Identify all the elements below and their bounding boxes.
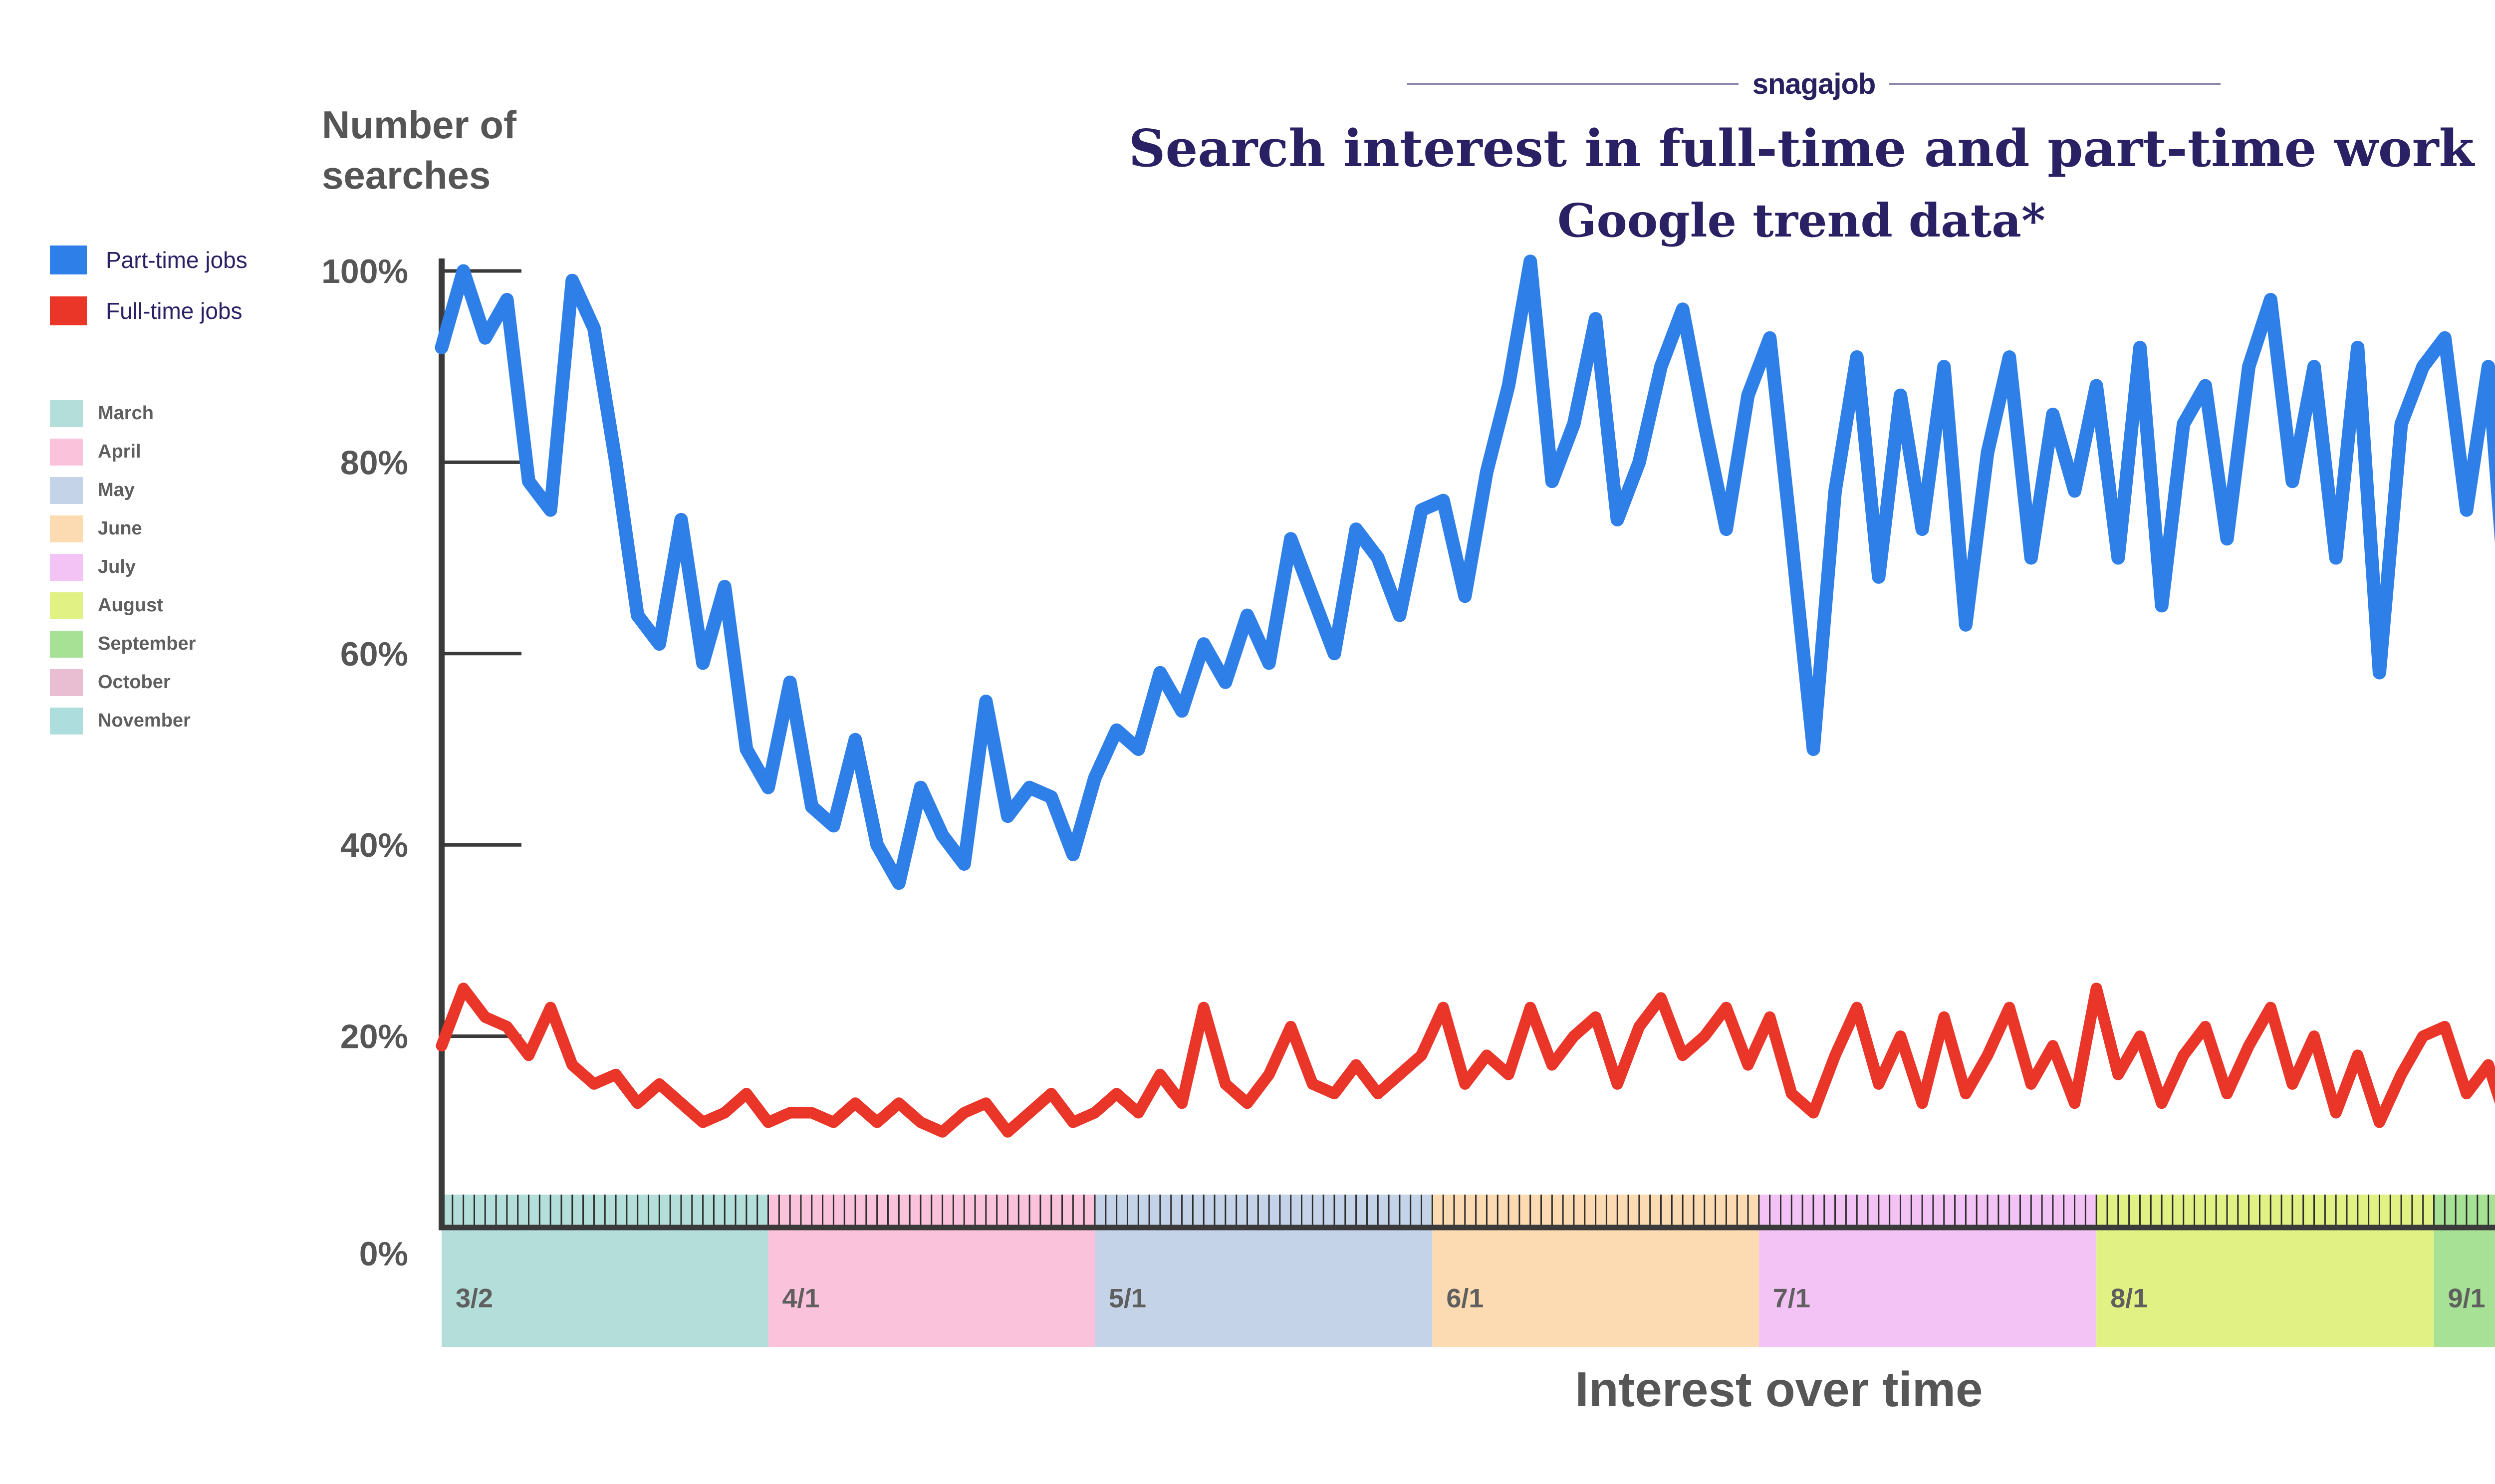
y-tick-label-100: 100% xyxy=(321,252,408,290)
y-tick-label-80: 80% xyxy=(340,444,408,482)
y-tick-label-60: 60% xyxy=(340,635,408,673)
month-band-july xyxy=(1758,1229,2097,1347)
month-band-may xyxy=(1095,1229,1433,1347)
date-label-6/1: 6/1 xyxy=(1446,1283,1484,1313)
month-legend-april-label: April xyxy=(98,441,141,462)
y-tick-label-0: 0% xyxy=(359,1235,408,1273)
snagajob-logo: snagajob xyxy=(1752,67,1876,100)
month-legend-march-label: March xyxy=(98,403,154,424)
month-band-april xyxy=(768,1229,1095,1347)
month-legend-june-swatch xyxy=(50,515,83,542)
month-legend-july-row: July xyxy=(50,548,329,586)
month-legend-june-label: June xyxy=(98,518,142,539)
tick-strip-july xyxy=(1758,1195,2097,1228)
month-legend-november-label: November xyxy=(98,710,191,731)
month-legend-may-label: May xyxy=(98,480,135,500)
month-band-march xyxy=(442,1229,768,1347)
month-legend-november-swatch xyxy=(50,707,83,735)
legend-part-time-jobs-swatch xyxy=(50,246,87,274)
legend-part-time-jobs-row: Part-time jobs xyxy=(50,246,329,274)
date-label-9/1: 9/1 xyxy=(2448,1283,2486,1313)
month-legend-may-row: May xyxy=(50,471,329,509)
series-legend: Part-time jobs Full-time jobs xyxy=(50,246,329,347)
month-legend-march-row: March xyxy=(50,394,329,433)
date-label-7/1: 7/1 xyxy=(1773,1283,1810,1313)
month-legend-march-swatch xyxy=(50,400,83,427)
date-label-8/1: 8/1 xyxy=(2110,1283,2148,1313)
month-legend-april-swatch xyxy=(50,438,83,466)
month-band-september xyxy=(2434,1229,2495,1347)
month-legend: March April May June July August September Octo… xyxy=(50,394,329,740)
month-legend-november-row: November xyxy=(50,702,329,740)
y-axis-heading-line1: Number of xyxy=(322,103,516,147)
month-legend-september-row: September xyxy=(50,625,329,663)
date-label-3/2: 3/2 xyxy=(456,1283,493,1313)
logo-right-rule xyxy=(1889,83,2221,85)
month-legend-july-label: July xyxy=(98,556,136,577)
month-legend-october-row: October xyxy=(50,663,329,702)
date-label-4/1: 4/1 xyxy=(782,1283,820,1313)
month-legend-august-label: August xyxy=(98,595,163,616)
legend-part-time-jobs-label: Part-time jobs xyxy=(106,247,248,273)
logo-row: snagajob xyxy=(1407,64,2221,104)
legend-full-time-jobs-label: Full-time jobs xyxy=(106,298,243,324)
legend-full-time-jobs-row: Full-time jobs xyxy=(50,296,329,325)
chart-title: Search interest in full-time and part-ti… xyxy=(1128,119,2475,179)
y-axis-heading-line2: searches xyxy=(322,153,491,198)
month-legend-april-row: April xyxy=(50,433,329,471)
month-legend-october-swatch xyxy=(50,669,83,696)
month-legend-august-row: August xyxy=(50,586,329,625)
tick-strip-august xyxy=(2096,1195,2434,1228)
month-band-june xyxy=(1432,1229,1759,1347)
tick-strip-may xyxy=(1095,1195,1433,1228)
month-legend-august-swatch xyxy=(50,592,83,619)
legend-full-time-jobs-swatch xyxy=(50,296,87,325)
chart-subtitle: Google trend data* xyxy=(1557,194,2046,247)
month-legend-july-swatch xyxy=(50,553,83,581)
series-line-full-time-jobs xyxy=(436,983,2495,1138)
series-line-part-time-jobs xyxy=(435,254,2495,890)
month-band-august xyxy=(2096,1229,2434,1347)
month-legend-june-row: June xyxy=(50,509,329,548)
tick-strip-september xyxy=(2434,1195,2495,1228)
month-legend-september-label: September xyxy=(98,633,196,654)
logo-left-rule xyxy=(1407,83,1739,85)
month-legend-october-label: October xyxy=(98,672,171,693)
y-axis-heading: Number of searches xyxy=(322,100,671,201)
month-legend-may-swatch xyxy=(50,477,83,504)
date-label-5/1: 5/1 xyxy=(1109,1283,1146,1313)
month-legend-september-swatch xyxy=(50,630,83,658)
y-tick-label-40: 40% xyxy=(340,826,408,864)
y-tick-label-20: 20% xyxy=(340,1018,408,1056)
x-axis-title: Interest over time xyxy=(1575,1362,1983,1417)
